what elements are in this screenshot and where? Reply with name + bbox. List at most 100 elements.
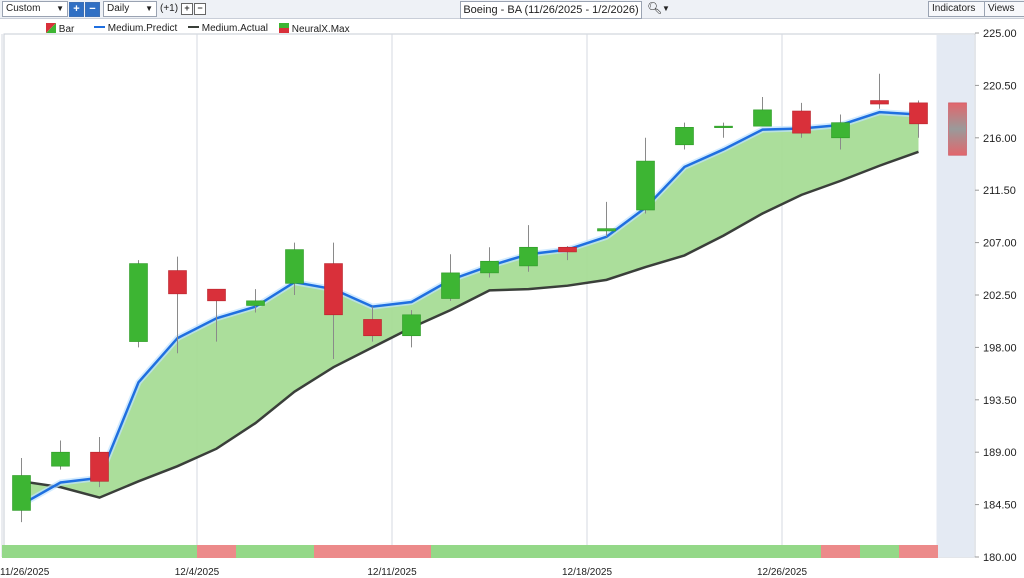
y-tick-label: 184.50 [983, 500, 1017, 512]
offset-label: (+1) [160, 3, 179, 14]
signal-strip-cell [41, 545, 80, 558]
x-tick-label: 12/11/2025 [367, 567, 417, 578]
actual-swatch-icon [188, 26, 199, 28]
signal-strip-cell [353, 545, 392, 558]
bar-swatch-icon [46, 23, 56, 33]
y-tick-label: 211.50 [983, 185, 1016, 197]
signal-strip-cell [470, 545, 509, 558]
y-tick-label: 220.50 [983, 80, 1017, 92]
range-select-value: Custom [6, 3, 41, 14]
signal-strip-cell [548, 545, 587, 558]
neuralx-forecast-box [948, 102, 967, 156]
y-tick-label: 189.00 [983, 447, 1017, 459]
y-tick-label: 207.00 [983, 238, 1017, 250]
views-label: Views [988, 3, 1015, 14]
period-select[interactable]: Daily ▼ [103, 1, 157, 17]
candle-body [441, 272, 460, 299]
plot-area [3, 33, 976, 558]
signal-strip-cell [392, 545, 431, 558]
candle-body [12, 475, 31, 511]
candle-body [909, 102, 928, 125]
signal-strip-cell [743, 545, 782, 558]
candle-body [90, 451, 109, 482]
legend-bar-label: Bar [58, 24, 75, 35]
candle-body [597, 228, 616, 232]
legend-predict-label: Medium.Predict [107, 23, 178, 34]
candle-body [51, 451, 70, 467]
toolbar: Custom ▼ + − Daily ▼ (+1) + − Boeing - B… [0, 0, 1024, 19]
y-tick-label: 180.00 [983, 552, 1017, 564]
signal-strip-cell [899, 545, 938, 558]
chart-title: Boeing - BA (11/26/2025 - 1/2/2026) [463, 4, 639, 16]
signal-strip-cell [821, 545, 860, 558]
legend-bar[interactable]: Bar [46, 23, 74, 35]
predict-swatch-icon [94, 26, 105, 28]
candle-body [480, 260, 499, 274]
signal-strip-cell [860, 545, 899, 558]
y-tick-label: 216.00 [983, 133, 1017, 145]
signal-strip-cell [626, 545, 665, 558]
candle-body [558, 246, 577, 253]
signal-strip-cell [275, 545, 314, 558]
candle-body [207, 288, 226, 302]
offset-minus-button[interactable]: − [194, 3, 206, 15]
zoom-in-button[interactable]: + [69, 2, 84, 17]
candle-body [129, 263, 148, 342]
candle-body [168, 270, 187, 295]
signal-strip-cell [2, 545, 41, 558]
signal-strip-cell [431, 545, 470, 558]
period-select-value: Daily [107, 3, 130, 14]
legend-actual[interactable]: Medium.Actual [188, 23, 268, 34]
zoom-out-button[interactable]: − [85, 2, 100, 17]
medium-actual-line [21, 150, 919, 499]
candle-body [831, 122, 850, 139]
signal-strip-cell [197, 545, 236, 558]
candle-body [324, 263, 343, 316]
y-tick-label: 202.50 [983, 290, 1017, 302]
signal-strip-cell [314, 545, 353, 558]
indicators-label: Indicators [932, 3, 976, 14]
candle-body [519, 246, 538, 267]
x-tick-label: 11/26/2025 [0, 567, 50, 578]
candle-body [363, 319, 382, 337]
candle-body [285, 249, 304, 284]
legend-neural[interactable]: NeuralX.Max [279, 23, 350, 35]
chevron-down-icon: ▼ [56, 4, 64, 13]
candle-body [246, 300, 265, 306]
views-button[interactable]: Views [984, 1, 1024, 17]
candle-body [402, 314, 421, 337]
signal-strip-cell [158, 545, 197, 558]
predict-actual-band [21, 112, 919, 505]
medium-predict-line [20, 110, 919, 506]
legend-actual-label: Medium.Actual [201, 23, 268, 34]
range-select[interactable]: Custom ▼ [2, 1, 68, 17]
neural-swatch-icon [279, 23, 289, 33]
signal-strip-cell [80, 545, 119, 558]
offset-plus-button[interactable]: + [181, 3, 193, 15]
x-tick-label: 12/4/2025 [175, 567, 220, 578]
candle-body [753, 109, 772, 127]
x-tick-label: 12/26/2025 [757, 567, 807, 578]
symbol-title-box[interactable]: Boeing - BA (11/26/2025 - 1/2/2026) [460, 1, 642, 19]
signal-strip-cell [665, 545, 704, 558]
signal-strip-cell [782, 545, 821, 558]
chevron-down-icon[interactable]: ▼ [662, 4, 670, 13]
candle-body [792, 110, 811, 134]
signal-strip-cell [119, 545, 158, 558]
y-tick-label: 198.00 [983, 342, 1017, 354]
candle-body [714, 125, 733, 128]
legend-neural-label: NeuralX.Max [291, 24, 350, 35]
candle-body [675, 127, 694, 146]
signal-strip-cell [704, 545, 743, 558]
candle-body [636, 160, 655, 211]
legend-predict[interactable]: Medium.Predict [94, 23, 177, 34]
candlestick-chart[interactable]: 225.00 220.50 216.00 211.50 207.00 202.50 198.… [0, 18, 1024, 578]
signal-strip-cell [509, 545, 548, 558]
y-tick-label: 193.50 [983, 395, 1017, 407]
indicators-button[interactable]: Indicators [928, 1, 986, 17]
candle-body [870, 100, 889, 105]
search-icon[interactable]: 🔍︎ [647, 1, 663, 15]
signal-strip-cell [587, 545, 626, 558]
signal-strip-cell [236, 545, 275, 558]
y-tick-label: 225.00 [983, 28, 1017, 40]
